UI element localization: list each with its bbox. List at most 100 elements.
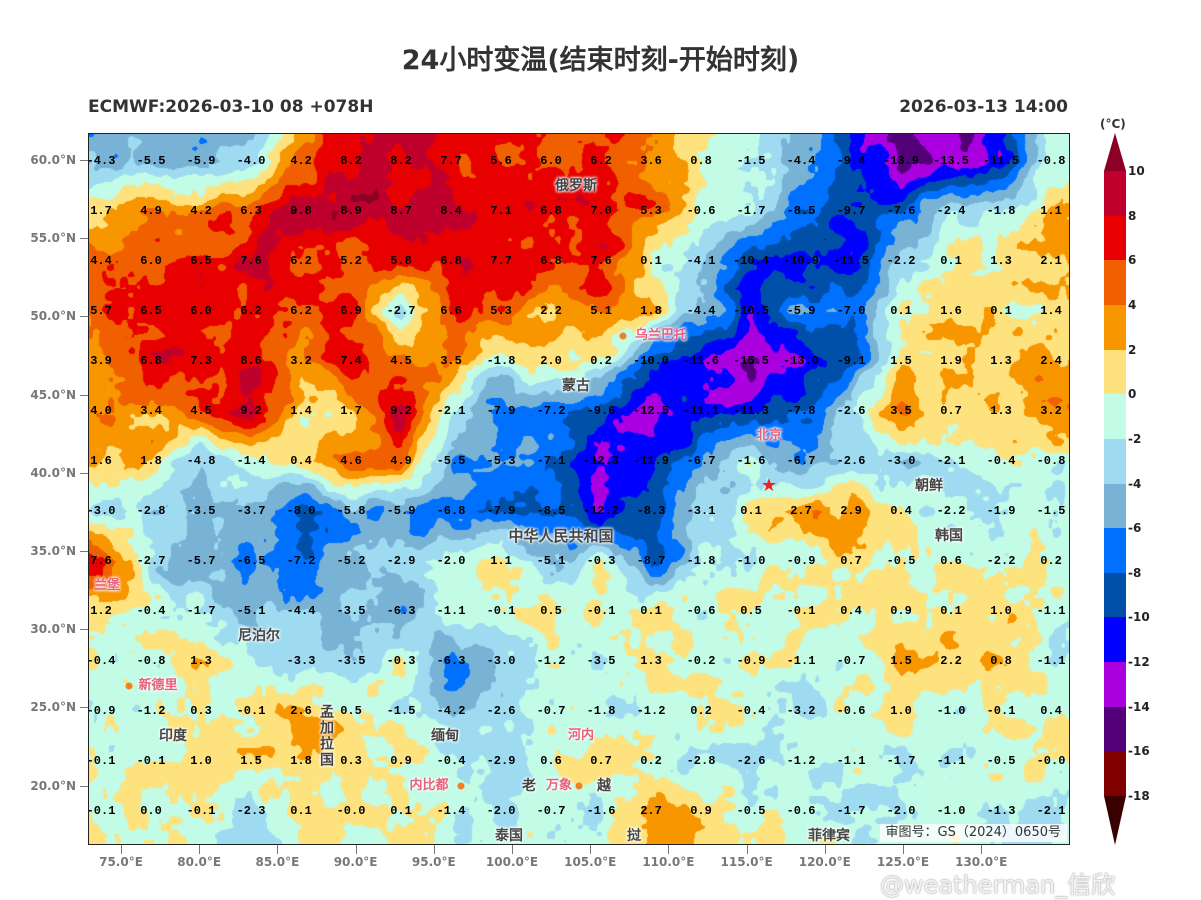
grid-value: 3.6 [640, 154, 662, 168]
colorbar-segment [1104, 528, 1126, 574]
grid-value: 1.4 [290, 404, 312, 418]
grid-value: -1.1 [436, 604, 466, 618]
grid-value: -0.2 [686, 654, 716, 668]
grid-value: -0.7 [836, 654, 866, 668]
grid-value: -5.5 [136, 154, 166, 168]
grid-value: 1.4 [1040, 304, 1062, 318]
grid-value: -8.3 [636, 504, 666, 518]
colorbar-segment [1104, 394, 1126, 440]
grid-value: -1.1 [836, 754, 866, 768]
grid-value: 2.1 [1040, 254, 1062, 268]
grid-value: 4.6 [340, 454, 362, 468]
grid-value: -7.6 [886, 204, 916, 218]
grid-value: 0.6 [540, 754, 562, 768]
grid-value: 2.4 [1040, 354, 1062, 368]
grid-value: -1.3 [986, 804, 1016, 818]
x-tick-label: 75.0°E [99, 855, 143, 869]
grid-value: -4.2 [436, 704, 466, 718]
grid-value: 1.2 [90, 604, 112, 618]
grid-value: -1.2 [536, 654, 566, 668]
grid-value: 8.7 [390, 204, 412, 218]
place-mongolia: 蒙古 [562, 378, 590, 394]
grid-value: 5.2 [340, 254, 362, 268]
grid-value: -0.1 [986, 704, 1016, 718]
grid-value: 0.2 [640, 754, 662, 768]
grid-value: 2.9 [840, 504, 862, 518]
grid-value: -10.5 [732, 304, 770, 318]
grid-value: -7.2 [536, 404, 566, 418]
grid-value: -12.2 [582, 504, 620, 518]
x-tick-label: 90.0°E [333, 855, 378, 869]
grid-value: -4.0 [236, 154, 266, 168]
place-islamabad: 兰堡 [93, 578, 121, 593]
x-tick-label: 95.0°E [411, 855, 456, 869]
grid-value: -0.5 [886, 554, 916, 568]
grid-value: 1.3 [640, 654, 662, 668]
grid-value: -1.9 [986, 504, 1016, 518]
grid-value: 1.5 [890, 654, 912, 668]
grid-value: -0.5 [736, 804, 766, 818]
grid-value: 8.2 [390, 154, 412, 168]
grid-value: 2.6 [290, 704, 312, 718]
grid-value: -5.2 [336, 554, 366, 568]
grid-value: 7.1 [490, 204, 512, 218]
grid-value: -7.0 [836, 304, 866, 318]
grid-value: 0.1 [640, 604, 662, 618]
grid-value: 5.1 [590, 304, 612, 318]
grid-value: 2.2 [540, 304, 562, 318]
place-india: 印度 [159, 728, 187, 744]
grid-value: 0.5 [540, 604, 562, 618]
x-tick-label: 115.0°E [720, 855, 773, 869]
grid-value: -0.1 [586, 604, 616, 618]
grid-value: -1.5 [736, 154, 766, 168]
grid-value: 0.1 [940, 604, 962, 618]
grid-value: 4.9 [390, 454, 412, 468]
grid-value: 7.7 [490, 254, 512, 268]
x-tick-mark [512, 845, 513, 854]
grid-value: 0.3 [340, 754, 362, 768]
grid-value: -2.8 [136, 504, 166, 518]
grid-value: 0.8 [990, 654, 1012, 668]
grid-value: 0.4 [890, 504, 912, 518]
grid-value: -0.8 [1036, 154, 1066, 168]
place-russia: 俄罗斯 [555, 178, 597, 194]
grid-value: 5.3 [640, 204, 662, 218]
grid-value: 1.8 [290, 754, 312, 768]
grid-value: -5.9 [786, 304, 816, 318]
grid-value: -3.3 [286, 654, 316, 668]
y-tick-mark [80, 551, 88, 552]
grid-value: -1.2 [136, 704, 166, 718]
grid-value: -4.3 [88, 154, 116, 168]
y-tick-label: 55.0°N [30, 231, 76, 246]
colorbar-segment [1104, 438, 1126, 484]
grid-value: -2.2 [886, 254, 916, 268]
grid-value: -2.6 [736, 754, 766, 768]
grid-value: -0.0 [336, 804, 366, 818]
grid-value: -4.1 [686, 254, 716, 268]
grid-value: -0.0 [1036, 754, 1066, 768]
grid-value: 3.2 [290, 354, 312, 368]
grid-value: -6.3 [386, 604, 416, 618]
place-philippines: 菲律宾 [808, 828, 850, 844]
grid-value: -0.4 [436, 754, 466, 768]
colorbar-segment [1104, 662, 1126, 708]
grid-value: 7.6 [590, 254, 612, 268]
grid-value: 0.1 [390, 804, 412, 818]
colorbar-label: 2 [1128, 342, 1137, 357]
watermark: @weatherman_信欣 [880, 871, 1116, 899]
x-tick-label: 85.0°E [255, 855, 300, 869]
y-tick-label: 20.0°N [30, 778, 76, 793]
x-tick-label: 110.0°E [642, 855, 695, 869]
y-tick-label: 35.0°N [30, 544, 76, 558]
place-thailand: 泰国 [495, 828, 523, 844]
grid-value: -1.4 [436, 804, 466, 818]
grid-value: 0.5 [740, 604, 762, 618]
grid-value: -0.3 [386, 654, 416, 668]
grid-value: -2.4 [936, 204, 966, 218]
grid-value: -0.6 [686, 604, 716, 618]
grid-value: -2.1 [1036, 804, 1066, 818]
grid-value: -4.4 [686, 304, 716, 318]
grid-value: -3.5 [586, 654, 616, 668]
grid-value: -3.5 [186, 504, 216, 518]
place-china: 中华人民共和国 [508, 527, 614, 545]
